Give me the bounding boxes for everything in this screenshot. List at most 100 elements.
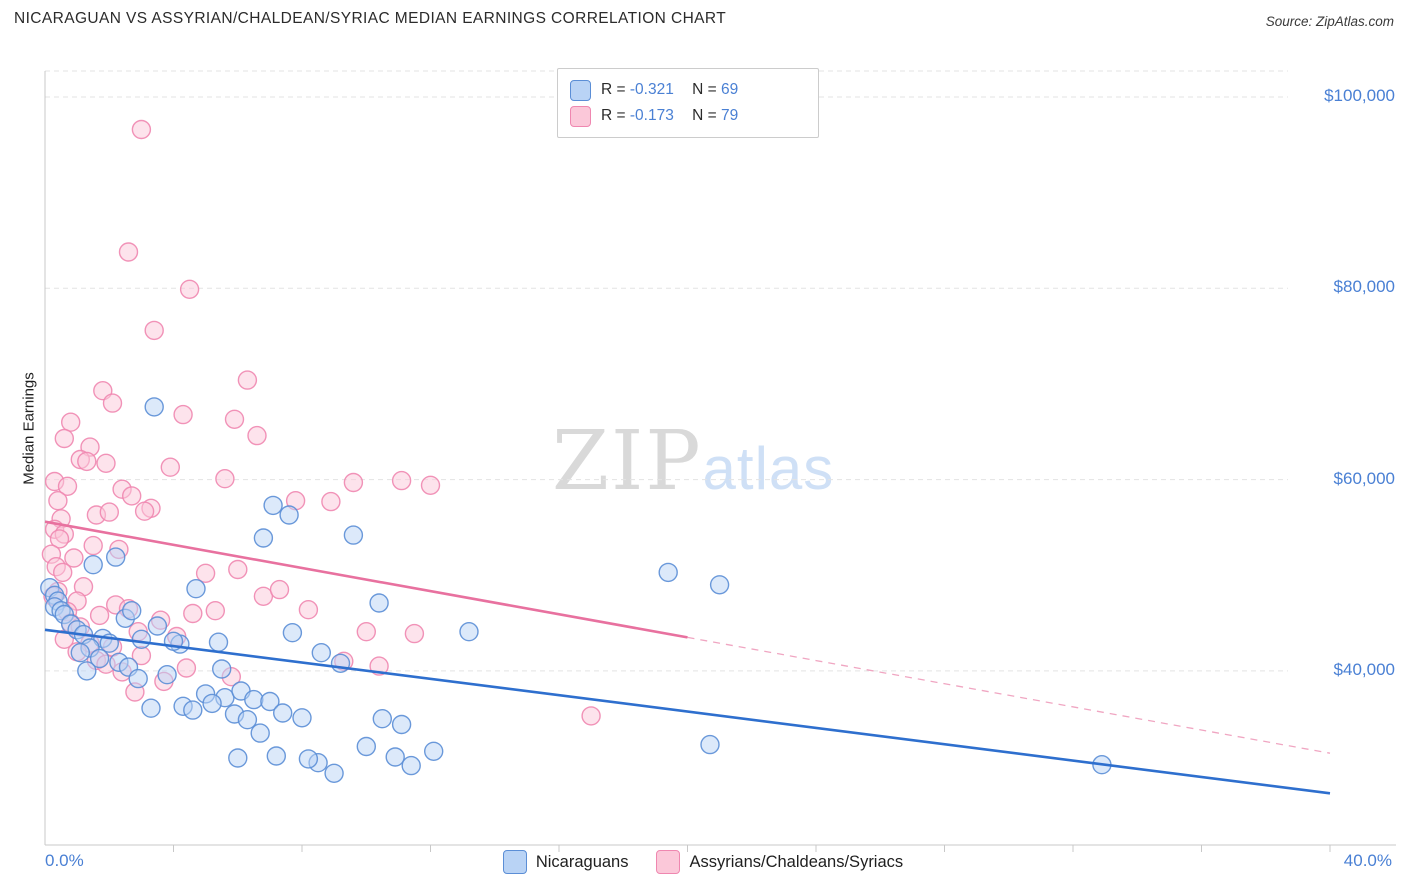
pink-series-swatch <box>656 850 681 874</box>
scatter-point <box>709 575 730 595</box>
scatter-point <box>70 643 91 663</box>
scatter-point <box>298 749 319 769</box>
scatter-point <box>77 451 97 472</box>
scatter-point <box>205 601 226 621</box>
scatter-point <box>49 529 70 549</box>
scatter-point <box>186 579 206 599</box>
scatter-point <box>147 616 168 636</box>
correlation-legend: R = -0.321 N = 69 R = -0.173 N = 79 <box>557 68 819 138</box>
scatter-point <box>581 706 601 726</box>
scatter-point <box>459 622 479 642</box>
scatter-point <box>208 632 229 652</box>
blue-series-swatch <box>502 850 527 874</box>
scatter-point <box>89 605 110 626</box>
scatter-point <box>324 763 344 783</box>
scatter-point <box>183 603 203 624</box>
scatter-point <box>211 659 232 679</box>
scatter-point <box>54 428 75 449</box>
legend-row-assyrians: R = -0.173 N = 79 <box>570 103 808 129</box>
scatter-point <box>700 734 720 755</box>
scatter-point <box>420 475 441 495</box>
scatter-point <box>253 586 274 606</box>
scatter-point <box>64 548 84 568</box>
scatter-point <box>131 119 152 140</box>
scatter-point <box>48 491 68 511</box>
n-label: N = <box>692 81 717 98</box>
scatter-point <box>99 502 120 522</box>
x-axis-max-label: 40.0% <box>1343 851 1392 870</box>
scatter-point <box>160 457 181 477</box>
scatter-point <box>215 469 235 489</box>
scatter-point <box>356 736 376 757</box>
scatter-point <box>321 491 341 512</box>
scatter-point <box>57 476 78 496</box>
scatter-point <box>266 746 286 766</box>
scatter-point <box>179 279 200 299</box>
scatter-point <box>401 755 421 776</box>
x-axis-min-label: 0.0% <box>45 851 84 870</box>
scatter-point <box>157 665 177 685</box>
chart-title: NICARAGUAN VS ASSYRIAN/CHALDEAN/SYRIAC M… <box>14 10 727 27</box>
scatter-point <box>356 622 376 642</box>
scatter-point <box>83 555 103 575</box>
y-axis-title: Median Earnings <box>20 372 38 485</box>
scatter-point <box>292 708 312 728</box>
legend-label-assyrians: Assyrians/Chaldeans/Syriacs <box>689 852 904 871</box>
scatter-point <box>404 623 425 644</box>
scatter-point <box>83 535 103 556</box>
scatter-point <box>424 741 444 761</box>
source-label: Source: ZipAtlas.com <box>1265 14 1394 29</box>
scatter-point <box>131 629 152 649</box>
scatter-point <box>237 710 258 730</box>
scatter-point <box>343 472 364 493</box>
n-value: 79 <box>721 107 739 124</box>
scatter-point <box>77 661 97 681</box>
scatter-point <box>343 525 364 545</box>
pink-series-swatch <box>570 105 591 127</box>
scatter-point <box>658 562 678 583</box>
scatter-point <box>228 748 248 768</box>
scatter-point <box>282 623 303 643</box>
scatter-point <box>250 723 270 743</box>
scatter-point <box>369 593 389 613</box>
n-label: N = <box>692 107 717 124</box>
scatter-point <box>195 563 216 583</box>
scatter-point <box>183 700 203 720</box>
scatter-point <box>121 601 142 621</box>
scatter-point <box>202 693 222 714</box>
scatter-point <box>118 242 139 262</box>
scatter-point <box>224 409 245 429</box>
scatter-point <box>269 579 290 600</box>
scatter-point <box>391 470 412 491</box>
scatter-point <box>105 547 126 567</box>
scatter-point <box>372 709 392 729</box>
scatter-point <box>176 658 197 678</box>
scatter-point <box>53 562 73 583</box>
scatter-point <box>244 689 264 710</box>
scatter-point <box>260 691 280 712</box>
n-value: 69 <box>721 81 739 98</box>
scatter-point <box>144 397 164 417</box>
scatter-point <box>144 320 164 341</box>
scatter-point <box>121 486 142 506</box>
legend-label-nicaraguans: Nicaraguans <box>535 852 629 871</box>
legend-item-nicaraguans: Nicaraguans <box>502 850 629 874</box>
scatter-point <box>60 412 81 432</box>
scatter-point <box>228 559 248 580</box>
scatter-point <box>311 643 331 663</box>
scatter-point <box>247 425 267 446</box>
series-legend: Nicaraguans Assyrians/Chaldeans/Syriacs <box>0 850 1406 874</box>
scatter-point <box>330 653 351 673</box>
correlation-stats-text: R = -0.321 N = 69 <box>601 81 738 99</box>
r-label: R = <box>601 107 626 124</box>
trend-line <box>44 520 688 639</box>
correlation-stats-text: R = -0.173 N = 79 <box>601 107 738 125</box>
scatter-point <box>89 648 110 669</box>
trend-line <box>687 636 1331 754</box>
scatter-point <box>96 453 116 473</box>
scatter-point <box>298 600 319 620</box>
blue-series-swatch <box>570 79 591 101</box>
scatter-point <box>391 714 412 735</box>
scatter-point <box>279 505 299 525</box>
